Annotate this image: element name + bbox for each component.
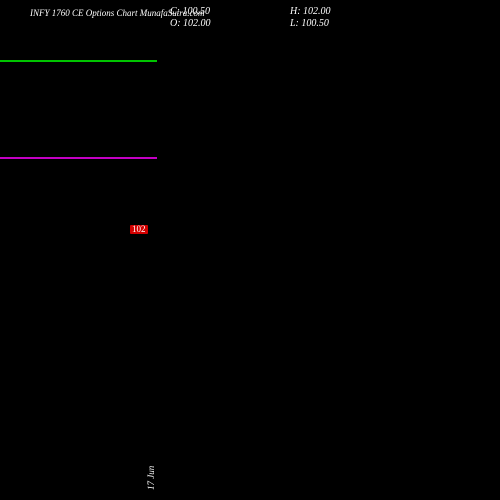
ohlc-open: O: 102.00	[170, 18, 211, 29]
price-line-0	[0, 60, 157, 62]
price-marker-0: 102	[130, 225, 148, 234]
x-tick-0: 17 Jun	[146, 466, 156, 490]
price-line-1	[0, 157, 157, 159]
ohlc-close: C: 100.50	[170, 6, 210, 17]
ohlc-high: H: 102.00	[290, 6, 331, 17]
chart-container: INFY 1760 CE Options Chart MunafaSutra.c…	[0, 0, 500, 500]
ohlc-low: L: 100.50	[290, 18, 329, 29]
